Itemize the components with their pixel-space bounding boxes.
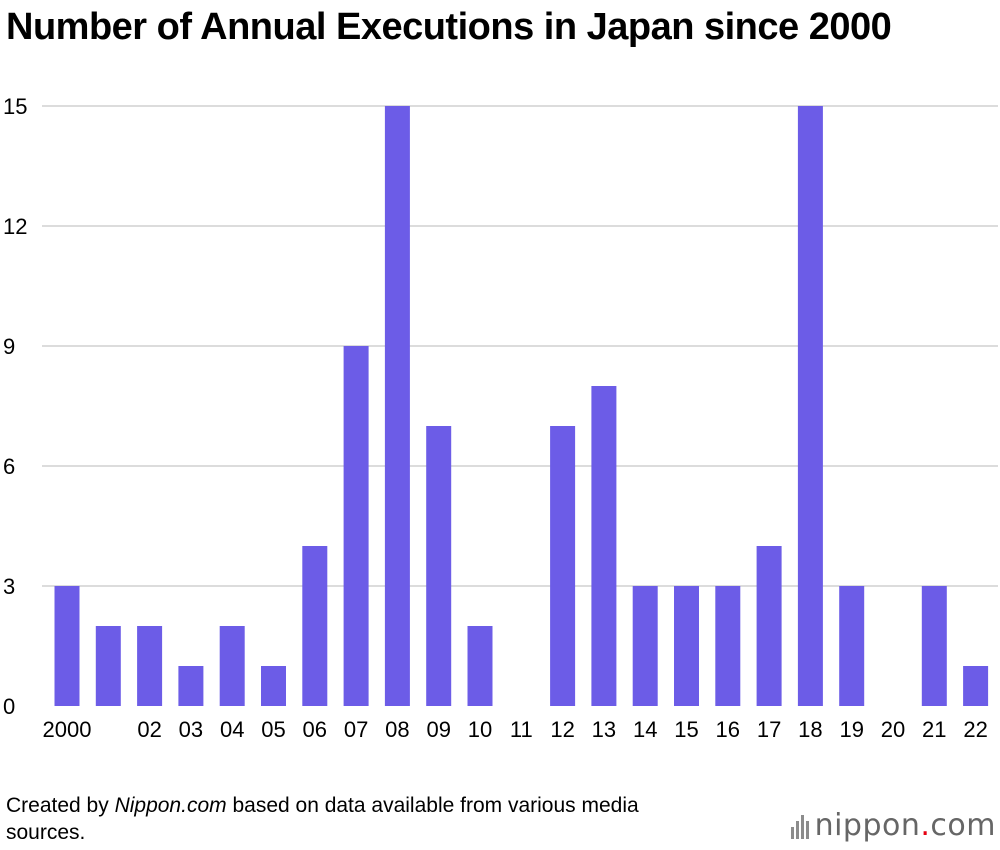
x-tick-label: 03 [179, 717, 203, 742]
bar-10 [467, 626, 493, 706]
x-tick-label: 12 [550, 717, 574, 742]
bar-08 [384, 106, 410, 706]
source-suffix: based on data available from various med… [6, 794, 639, 844]
gridlines [42, 105, 998, 587]
x-tick-label: 21 [922, 717, 946, 742]
x-tick-label: 07 [344, 717, 368, 742]
y-tick-label: 9 [3, 334, 15, 359]
bar-01 [95, 626, 121, 706]
x-tick-label: 06 [303, 717, 327, 742]
x-tick-label: 11 [510, 717, 533, 742]
nippon-logo: nippon.com [790, 808, 996, 843]
source-note: Created by Nippon.com based on data avai… [6, 792, 706, 846]
bar-02 [137, 626, 163, 706]
logo-text-tail: com [930, 808, 996, 843]
bar-09 [426, 426, 452, 706]
y-tick-label: 15 [3, 94, 27, 119]
logo-text: nippon.com [815, 808, 996, 843]
y-tick-label: 6 [3, 454, 15, 479]
bar-16 [715, 586, 741, 706]
x-axis-ticks: 2000 02 03 04 05 06 07 08 09 10 11 12 13 14 15 16 17 18 19… [43, 717, 988, 742]
y-tick-label: 3 [3, 574, 15, 599]
x-tick-label: 17 [757, 717, 781, 742]
source-prefix: Created by [6, 794, 115, 817]
logo-bars-icon [790, 813, 809, 839]
x-tick-label: 16 [716, 717, 740, 742]
x-tick-label: 15 [674, 717, 698, 742]
bar-06 [302, 546, 328, 706]
bar-17 [756, 546, 782, 706]
bar-19 [839, 586, 865, 706]
bar-07 [343, 346, 369, 706]
x-tick-label: 2000 [43, 717, 92, 742]
y-tick-label: 12 [3, 214, 27, 239]
bar-05 [261, 666, 286, 706]
bar-15 [674, 586, 699, 706]
source-name: Nippon.com [114, 794, 227, 817]
x-tick-label: 04 [220, 717, 244, 742]
x-tick-label: 19 [839, 717, 863, 742]
bar-12 [550, 426, 576, 706]
bar-21 [921, 586, 947, 706]
x-tick-label: 10 [468, 717, 492, 742]
y-tick-label: 0 [3, 694, 15, 719]
bar-18 [797, 106, 823, 706]
bar-04 [219, 626, 245, 706]
y-axis-ticks: 0 3 6 9 12 15 [3, 94, 27, 719]
x-tick-label: 14 [633, 717, 657, 742]
x-tick-label: 09 [426, 717, 450, 742]
x-tick-label: 20 [881, 717, 905, 742]
bar-2000 [54, 586, 80, 706]
bar-03 [178, 666, 204, 706]
chart-title: Number of Annual Executions in Japan sin… [6, 6, 892, 48]
bar-14 [632, 586, 658, 706]
bars [54, 106, 989, 706]
x-tick-label: 22 [963, 717, 987, 742]
bar-22 [963, 666, 989, 706]
bar-13 [591, 386, 617, 706]
x-tick-label: 02 [137, 717, 161, 742]
x-tick-label: 18 [798, 717, 822, 742]
x-tick-label: 05 [261, 717, 285, 742]
logo-dot: . [920, 808, 931, 843]
x-tick-label: 13 [592, 717, 616, 742]
x-tick-label: 08 [385, 717, 409, 742]
logo-text-main: nippon [814, 808, 921, 843]
